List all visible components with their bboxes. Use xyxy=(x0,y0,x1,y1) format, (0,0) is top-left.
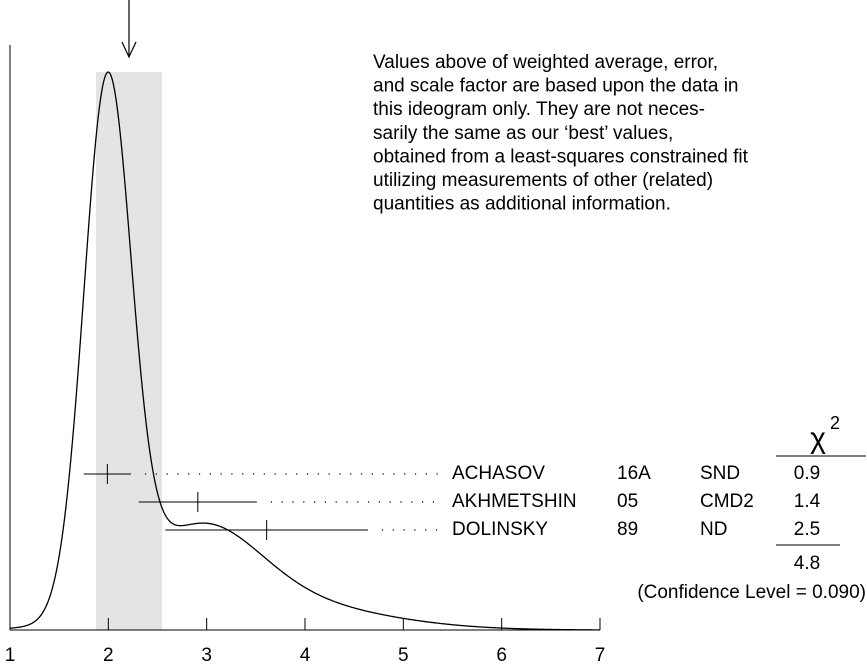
average-arrow xyxy=(121,0,137,59)
x-tick-label: 1 xyxy=(5,645,16,666)
x-tick-label: 5 xyxy=(398,645,409,666)
measurement-experiment: SND xyxy=(700,463,740,484)
measurement-ref: 89 xyxy=(617,519,638,540)
x-tick-label: 2 xyxy=(103,645,114,666)
measurement-chi2: 2.5 xyxy=(794,519,820,540)
note: Values above of weighted average, error,… xyxy=(373,52,749,215)
ideogram-curve xyxy=(9,71,600,631)
measurement-chi2: 1.4 xyxy=(794,491,821,512)
note-line: sarily the same as our ‘best’ values, xyxy=(373,123,673,144)
measurement-experiment: ND xyxy=(700,519,727,540)
note-line: utilizing measurements of other (related… xyxy=(373,170,713,191)
measurement-experiment: CMD2 xyxy=(700,491,754,512)
measurement-name: AKHMETSHIN xyxy=(452,491,577,512)
chi2-total: 4.8 xyxy=(794,553,820,574)
chi2-power: 2 xyxy=(830,413,840,433)
x-tick-label: 7 xyxy=(595,645,606,666)
confidence-level: (Confidence Level = 0.090) xyxy=(637,582,866,603)
note-line: quantities as additional information. xyxy=(373,194,671,215)
x-tick-label: 6 xyxy=(496,645,507,666)
note-line: and scale factor are based upon the data… xyxy=(373,76,738,97)
note-line: obtained from a least-squares constraine… xyxy=(373,146,749,167)
note-line: Values above of weighted average, error, xyxy=(373,52,718,73)
chi2-symbol: χ xyxy=(810,422,826,455)
measurement-ref: 05 xyxy=(617,491,638,512)
note-line: this ideogram only. They are not neces- xyxy=(373,99,705,120)
measurement-chi2: 0.9 xyxy=(794,463,820,484)
error-band xyxy=(96,72,163,630)
measurement-name: DOLINSKY xyxy=(452,519,548,540)
measurement-ref: 16A xyxy=(617,463,651,484)
x-tick-label: 4 xyxy=(300,645,311,666)
x-tick-label: 3 xyxy=(201,645,212,666)
measurement-name: ACHASOV xyxy=(452,463,545,484)
